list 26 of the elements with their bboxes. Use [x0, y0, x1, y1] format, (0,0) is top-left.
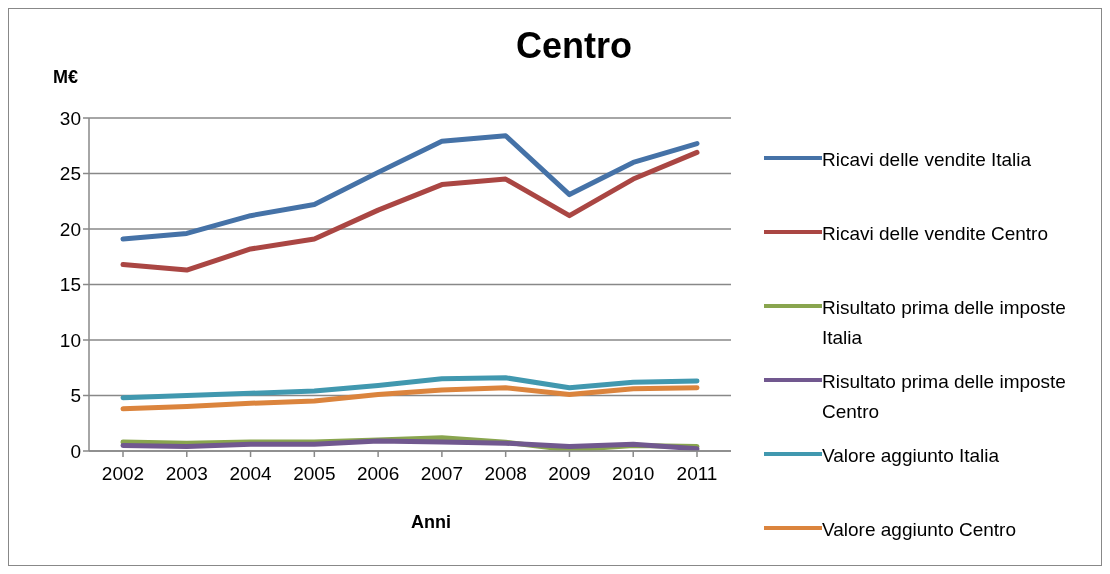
y-tick-label: 10 [59, 329, 81, 351]
x-tick-label: 2008 [484, 463, 527, 485]
y-tick-label: 30 [59, 107, 81, 129]
x-axis-title: Anni [410, 512, 452, 533]
x-tick-label: 2009 [548, 463, 591, 485]
y-tick-label: 5 [70, 385, 81, 407]
y-axis-title: M€ [53, 67, 79, 88]
x-tick-label: 2002 [101, 463, 145, 485]
y-tick-label: 15 [59, 274, 81, 296]
legend-label: Ricavi delle vendite Centro [822, 222, 1049, 246]
legend-label: Valore aggiunto Centro [822, 518, 1017, 542]
y-tick-label: 0 [70, 440, 81, 462]
x-tick-label: 2005 [293, 463, 336, 485]
x-tick-label: 2004 [229, 463, 273, 485]
legend-label: Ricavi delle vendite Italia [822, 148, 1033, 172]
legend-label: Risultato prima delle imposte Italia [822, 296, 1067, 350]
chart-title: Centro [515, 25, 633, 67]
y-tick-label: 20 [59, 218, 81, 240]
x-tick-label: 2003 [165, 463, 208, 485]
x-tick-label: 2011 [676, 463, 718, 485]
x-tick-label: 2010 [612, 463, 655, 485]
x-tick-label: 2007 [420, 463, 464, 485]
y-tick-label: 25 [59, 163, 81, 185]
x-tick-label: 2006 [356, 463, 400, 485]
legend-label: Risultato prima delle imposte Centro [822, 370, 1067, 424]
legend-label: Valore aggiunto Italia [822, 444, 1001, 468]
